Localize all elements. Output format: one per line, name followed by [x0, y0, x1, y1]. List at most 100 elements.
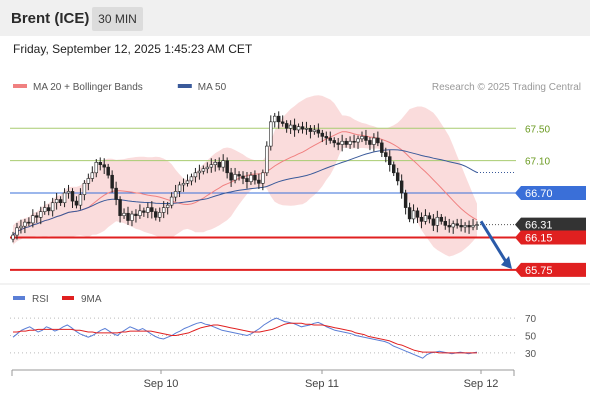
- rsi-level-label-30: 30: [525, 349, 537, 360]
- candle: [292, 124, 297, 131]
- candle: [257, 179, 261, 184]
- candle: [31, 215, 35, 224]
- candle: [229, 172, 233, 181]
- candle: [122, 212, 126, 216]
- candle: [447, 225, 451, 228]
- candle: [336, 142, 340, 145]
- candle: [388, 156, 392, 166]
- candle: [98, 161, 102, 166]
- rsi-line: [12, 317, 478, 359]
- candle: [253, 174, 257, 181]
- candle: [261, 172, 265, 184]
- candle: [90, 172, 95, 179]
- candle: [70, 191, 75, 202]
- timeframe-badge[interactable]: 30 MIN: [92, 7, 143, 31]
- candle: [316, 129, 321, 134]
- candle: [360, 136, 364, 140]
- credit-text: Research © 2025 Trading Central: [432, 82, 581, 93]
- candle: [340, 140, 344, 145]
- candle: [23, 221, 27, 227]
- candle: [114, 187, 118, 200]
- candle: [62, 192, 67, 204]
- candle: [161, 207, 166, 213]
- candle: [380, 142, 384, 153]
- candle: [217, 161, 221, 168]
- candle: [86, 178, 91, 184]
- candle: [27, 221, 31, 224]
- candle: [201, 168, 206, 172]
- candle: [142, 210, 146, 213]
- x-tick-label-1: Sep 11: [305, 378, 339, 390]
- candle: [42, 207, 47, 212]
- legend-swatch-1: [177, 84, 192, 88]
- candle: [19, 225, 23, 229]
- candle: [46, 207, 51, 212]
- candle: [435, 216, 440, 226]
- header-bar: Brent (ICE) 30 MIN: [0, 0, 590, 36]
- price-tag-label-66.70: 66.70: [525, 188, 553, 200]
- candle: [11, 234, 15, 240]
- resistance-label-67.50: 67.50: [525, 124, 550, 135]
- candle: [146, 207, 150, 213]
- candle: [189, 176, 194, 182]
- candle: [471, 225, 475, 228]
- candle: [126, 212, 130, 221]
- candle: [368, 140, 372, 145]
- candle: [169, 196, 174, 206]
- candle: [102, 164, 106, 168]
- candle: [276, 115, 281, 123]
- rsi-legend-label: RSI: [32, 294, 49, 305]
- candle: [50, 202, 55, 212]
- candle: [158, 212, 162, 218]
- candle: [54, 199, 59, 204]
- candle: [415, 210, 420, 218]
- candle: [348, 140, 352, 145]
- candle: [376, 137, 380, 144]
- candle: [181, 183, 186, 186]
- candle: [106, 166, 110, 176]
- timestamp: Friday, September 12, 2025 1:45:23 AM CE…: [13, 42, 253, 56]
- candle: [280, 121, 285, 124]
- candle: [245, 178, 249, 182]
- candle: [205, 166, 210, 170]
- resistance-label-67.10: 67.10: [525, 157, 550, 168]
- candle: [58, 199, 63, 204]
- ma50-line: [12, 149, 478, 236]
- candle: [150, 207, 154, 212]
- candle: [439, 216, 444, 222]
- candle: [233, 174, 237, 181]
- candle: [344, 140, 348, 145]
- candle: [451, 223, 455, 228]
- candle: [284, 123, 289, 129]
- x-tick-label-0: Sep 10: [144, 378, 179, 390]
- candle: [328, 137, 332, 141]
- rsi-legend-swatch: [13, 296, 25, 300]
- price-tag-pivot: [515, 186, 586, 201]
- legend-label-1: MA 50: [198, 82, 227, 93]
- candle: [118, 199, 122, 216]
- forecast-arrow-head: [501, 256, 512, 270]
- ma20-line: [12, 131, 478, 236]
- candle: [241, 175, 245, 179]
- candle: [193, 172, 198, 178]
- candle: [273, 115, 277, 123]
- candle: [372, 137, 376, 145]
- candle: [467, 225, 471, 228]
- candle: [130, 213, 134, 221]
- candle: [304, 128, 309, 130]
- candle: [66, 191, 71, 194]
- candle: [459, 225, 463, 228]
- candle: [419, 216, 424, 222]
- candle: [213, 161, 217, 166]
- candle: [463, 225, 467, 228]
- legend-swatch-0: [13, 84, 27, 88]
- rsi9ma-legend-swatch: [62, 296, 74, 300]
- candle: [332, 140, 336, 144]
- forecast-arrow-shaft: [479, 220, 509, 265]
- candle: [265, 145, 269, 174]
- x-tick-label-2: Sep 12: [464, 378, 499, 390]
- candle: [110, 174, 114, 189]
- candle: [82, 183, 87, 195]
- candle: [78, 194, 83, 206]
